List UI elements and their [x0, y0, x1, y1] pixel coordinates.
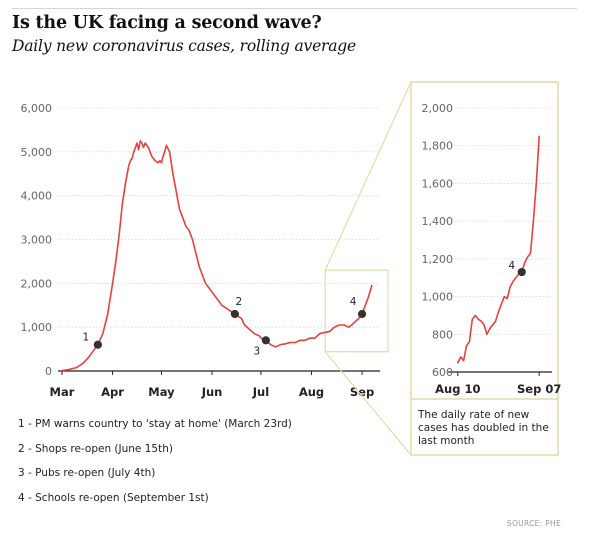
- main-x-tick-label: Apr: [101, 385, 124, 399]
- main-y-tick-label: 0: [45, 365, 52, 378]
- event-marker-2: [230, 309, 239, 319]
- main-chart-series: [61, 140, 373, 372]
- zoom-y-tick-label: 1,000: [422, 291, 454, 304]
- zoom-connectors: [324, 81, 412, 456]
- event-marker-label-2: 2: [236, 296, 243, 308]
- main-chart-x-axis: Mar Apr May Jun Jul Aug Sep: [50, 371, 374, 399]
- zoom-series-line: [456, 135, 541, 364]
- main-chart-y-axis: 0 1,000 2,000 3,000 4,000 5,000 6,000: [21, 102, 53, 378]
- main-x-tick-label: Aug: [299, 385, 324, 399]
- main-y-tick-label: 3,000: [21, 234, 53, 247]
- main-series-line: [61, 140, 373, 372]
- zoom-x-tick-label: Sep 07: [517, 382, 561, 396]
- main-x-tick-label: Mar: [50, 385, 75, 399]
- main-chart-events: 1 2 3 4: [83, 296, 367, 357]
- event-marker-1: [93, 340, 102, 349]
- zoom-y-tick-label: 600: [432, 366, 453, 379]
- zoom-panel-frame: [410, 81, 559, 456]
- zoom-y-tick-label: 2,000: [422, 102, 454, 115]
- zoom-event-marker-label-4: 4: [508, 260, 515, 272]
- events-legend: 1 - PM warns country to 'stay at home' (…: [18, 418, 292, 516]
- zoom-y-tick-label: 1,400: [422, 215, 454, 228]
- zoom-y-tick-label: 800: [432, 328, 453, 341]
- main-chart-gridlines: [58, 107, 380, 372]
- chart-title: Is the UK facing a second wave?: [12, 13, 322, 33]
- main-y-tick-label: 2,000: [21, 277, 53, 290]
- main-x-tick-label: Jul: [252, 385, 269, 399]
- legend-item-3: 3 - Pubs re-open (July 4th): [18, 467, 156, 480]
- event-marker-label-3: 3: [254, 345, 261, 357]
- highlight-box: [324, 269, 389, 353]
- main-x-tick-label: Jun: [201, 385, 223, 399]
- zoom-y-tick-label: 1,200: [422, 253, 454, 266]
- event-marker-4: [357, 309, 367, 319]
- chart-subtitle: Daily new coronavirus cases, rolling ave…: [12, 37, 356, 55]
- top-rule: [12, 8, 577, 9]
- main-y-tick-label: 5,000: [21, 146, 53, 159]
- zoom-chart-events: 4: [508, 260, 526, 277]
- zoom-y-tick-label: 1,600: [422, 177, 454, 190]
- main-x-tick-label: May: [148, 385, 175, 399]
- zoom-connector-top: [324, 81, 412, 271]
- main-y-tick-label: 4,000: [21, 190, 53, 203]
- event-marker-label-4: 4: [350, 296, 357, 308]
- legend-item-2: 2 - Shops re-open (June 15th): [18, 442, 173, 455]
- zoom-chart-gridlines: [448, 107, 552, 373]
- source-note: SOURCE: PHE: [506, 519, 561, 528]
- main-y-tick-label: 6,000: [21, 102, 53, 115]
- zoom-x-tick-label: Aug 10: [435, 382, 480, 396]
- legend-item-1: 1 - PM warns country to 'stay at home' (…: [18, 418, 292, 430]
- event-marker-label-1: 1: [83, 332, 90, 344]
- zoom-chart-series: [456, 135, 541, 364]
- main-y-tick-label: 1,000: [21, 321, 53, 334]
- legend-item-4: 4 - Schools re-open (September 1st): [18, 491, 209, 504]
- zoom-caption: The daily rate of new cases has doubled …: [418, 409, 549, 447]
- zoom-chart-y-axis: 600 800 1,000 1,200 1,400 1,600 1,800 2,000: [422, 102, 454, 379]
- event-marker-3: [261, 336, 270, 345]
- zoom-event-marker-4: [517, 267, 526, 277]
- zoom-chart-x-axis: Aug 10 Sep 07: [435, 372, 561, 396]
- zoom-connector-bottom: [324, 351, 412, 456]
- zoom-panel: [410, 81, 559, 456]
- zoom-y-tick-label: 1,800: [422, 140, 454, 153]
